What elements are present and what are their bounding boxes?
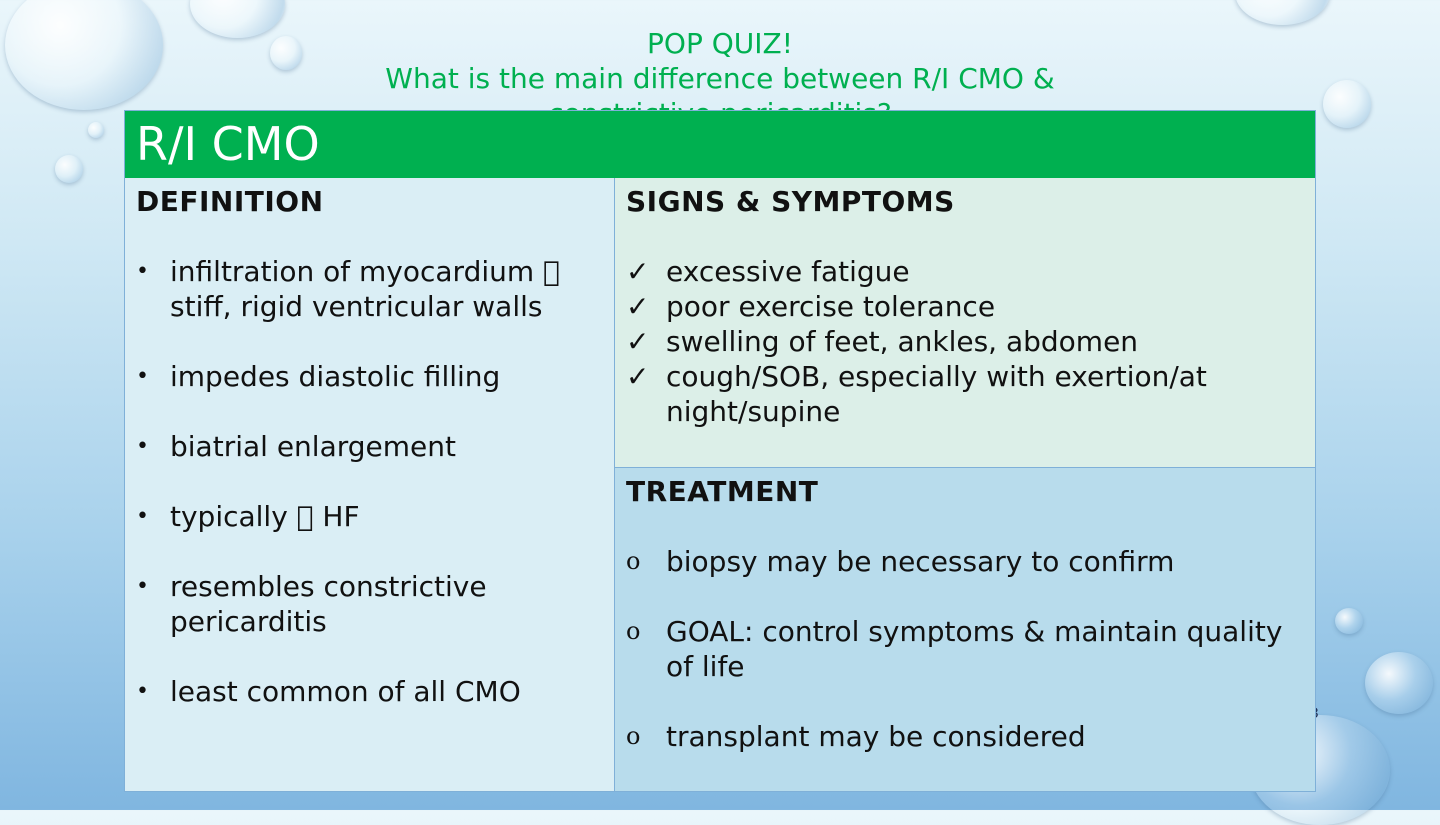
check-icon: ✓ [626,325,650,358]
water-drop-decoration [190,0,285,38]
signs-list: ✓ excessive fatigue ✓ poor exercise toleran… [626,254,1304,429]
bullet-icon: • [136,679,149,704]
content-table: R/I CMO DEFINITION • infiltration of myoc… [124,110,1316,792]
circle-bullet-icon: o [626,617,641,645]
list-item: ✓ swelling of feet, ankles, abdomen [626,324,1304,359]
water-drop-decoration [1235,0,1330,25]
circle-bullet-icon: o [626,722,641,750]
bullet-icon: • [136,574,149,599]
circle-bullet-icon: o [626,547,641,575]
treatment-heading: TREATMENT [626,475,819,508]
list-item-text: transplant may be considered [666,720,1086,753]
list-item: o GOAL: control symptoms & maintain quali… [626,614,1304,684]
check-icon: ✓ [626,255,650,288]
list-item: o transplant may be considered [626,719,1304,754]
list-item-text: typically  HF [170,500,360,533]
list-item: • impedes diastolic filling [136,359,603,394]
list-item-text: excessive fatigue [666,255,910,288]
list-item-text: GOAL: control symptoms & maintain qualit… [666,615,1283,683]
water-drop-decoration [5,0,163,110]
water-drop-decoration [55,155,83,183]
title-line: What is the main difference between R/I … [385,62,1055,95]
signs-cell: SIGNS & SYMPTOMS ✓ excessive fatigue ✓ poor… [615,178,1315,468]
check-icon: ✓ [626,290,650,323]
list-item: o biopsy may be necessary to confirm [626,544,1304,579]
list-item: • resembles constrictive pericarditis [136,569,603,639]
list-item-text: swelling of feet, ankles, abdomen [666,325,1139,358]
list-item-text: cough/SOB, especially with exertion/at n… [666,360,1207,428]
list-item: • least common of all CMO [136,674,603,709]
list-item-text: biopsy may be necessary to confirm [666,545,1175,578]
list-item-text: biatrial enlargement [170,430,456,463]
list-item: • biatrial enlargement [136,429,603,464]
water-drop-decoration [88,122,104,138]
check-icon: ✓ [626,360,650,393]
list-item-text: infiltration of myocardium  stiff, rigi… [170,255,560,323]
water-drop-decoration [270,36,302,70]
list-item: • typically  HF [136,499,603,534]
list-item: • infiltration of myocardium  stiff, rig… [136,254,603,324]
list-item-text: resembles constrictive pericarditis [170,570,487,638]
definition-cell: DEFINITION • infiltration of myocardium … [125,178,615,791]
definition-list: • infiltration of myocardium  stiff, rig… [136,254,603,709]
bullet-icon: • [136,504,149,529]
water-drop-decoration [1323,80,1371,128]
treatment-list: o biopsy may be necessary to confirm o GOAL… [626,544,1304,754]
list-item-text: impedes diastolic filling [170,360,501,393]
bullet-icon: • [136,259,149,284]
water-drop-decoration [1365,652,1433,714]
list-item-text: least common of all CMO [170,675,521,708]
bullet-icon: • [136,364,149,389]
treatment-cell: TREATMENT o biopsy may be necessary to co… [615,468,1315,791]
signs-heading: SIGNS & SYMPTOMS [626,185,955,218]
table-header: R/I CMO [125,111,1315,178]
list-item: ✓ excessive fatigue [626,254,1304,289]
list-item-text: poor exercise tolerance [666,290,996,323]
water-drop-decoration [1335,608,1363,634]
list-item: ✓ poor exercise tolerance [626,289,1304,324]
list-item: ✓ cough/SOB, especially with exertion/at … [626,359,1304,429]
bullet-icon: • [136,434,149,459]
definition-heading: DEFINITION [136,185,324,218]
title-line: POP QUIZ! [647,27,793,60]
